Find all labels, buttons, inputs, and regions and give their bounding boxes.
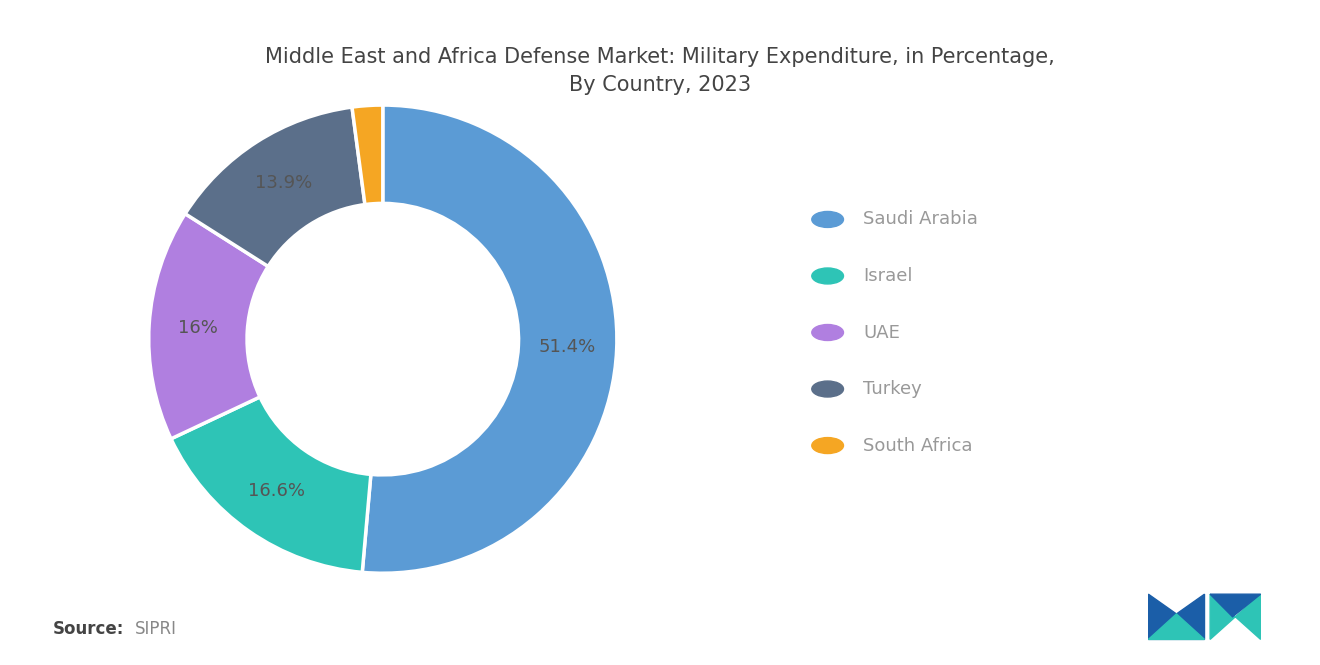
Text: Middle East and Africa Defense Market: Military Expenditure, in Percentage,
By C: Middle East and Africa Defense Market: M… <box>265 47 1055 94</box>
Text: Source:: Source: <box>53 620 124 638</box>
Text: 13.9%: 13.9% <box>255 174 312 192</box>
Text: UAE: UAE <box>863 323 900 342</box>
Polygon shape <box>1210 595 1261 640</box>
Text: 16.6%: 16.6% <box>248 481 305 500</box>
Polygon shape <box>1210 595 1261 617</box>
Polygon shape <box>1148 595 1204 640</box>
Text: Israel: Israel <box>863 267 913 285</box>
Text: South Africa: South Africa <box>863 436 973 455</box>
Polygon shape <box>1148 614 1204 640</box>
Wedge shape <box>185 107 364 267</box>
Text: 16%: 16% <box>178 319 218 336</box>
Text: Saudi Arabia: Saudi Arabia <box>863 210 978 229</box>
Wedge shape <box>172 397 371 573</box>
Text: Turkey: Turkey <box>863 380 923 398</box>
Wedge shape <box>149 213 268 439</box>
Text: SIPRI: SIPRI <box>135 620 177 638</box>
Wedge shape <box>352 105 383 205</box>
Wedge shape <box>362 105 616 573</box>
Text: 51.4%: 51.4% <box>539 338 597 356</box>
